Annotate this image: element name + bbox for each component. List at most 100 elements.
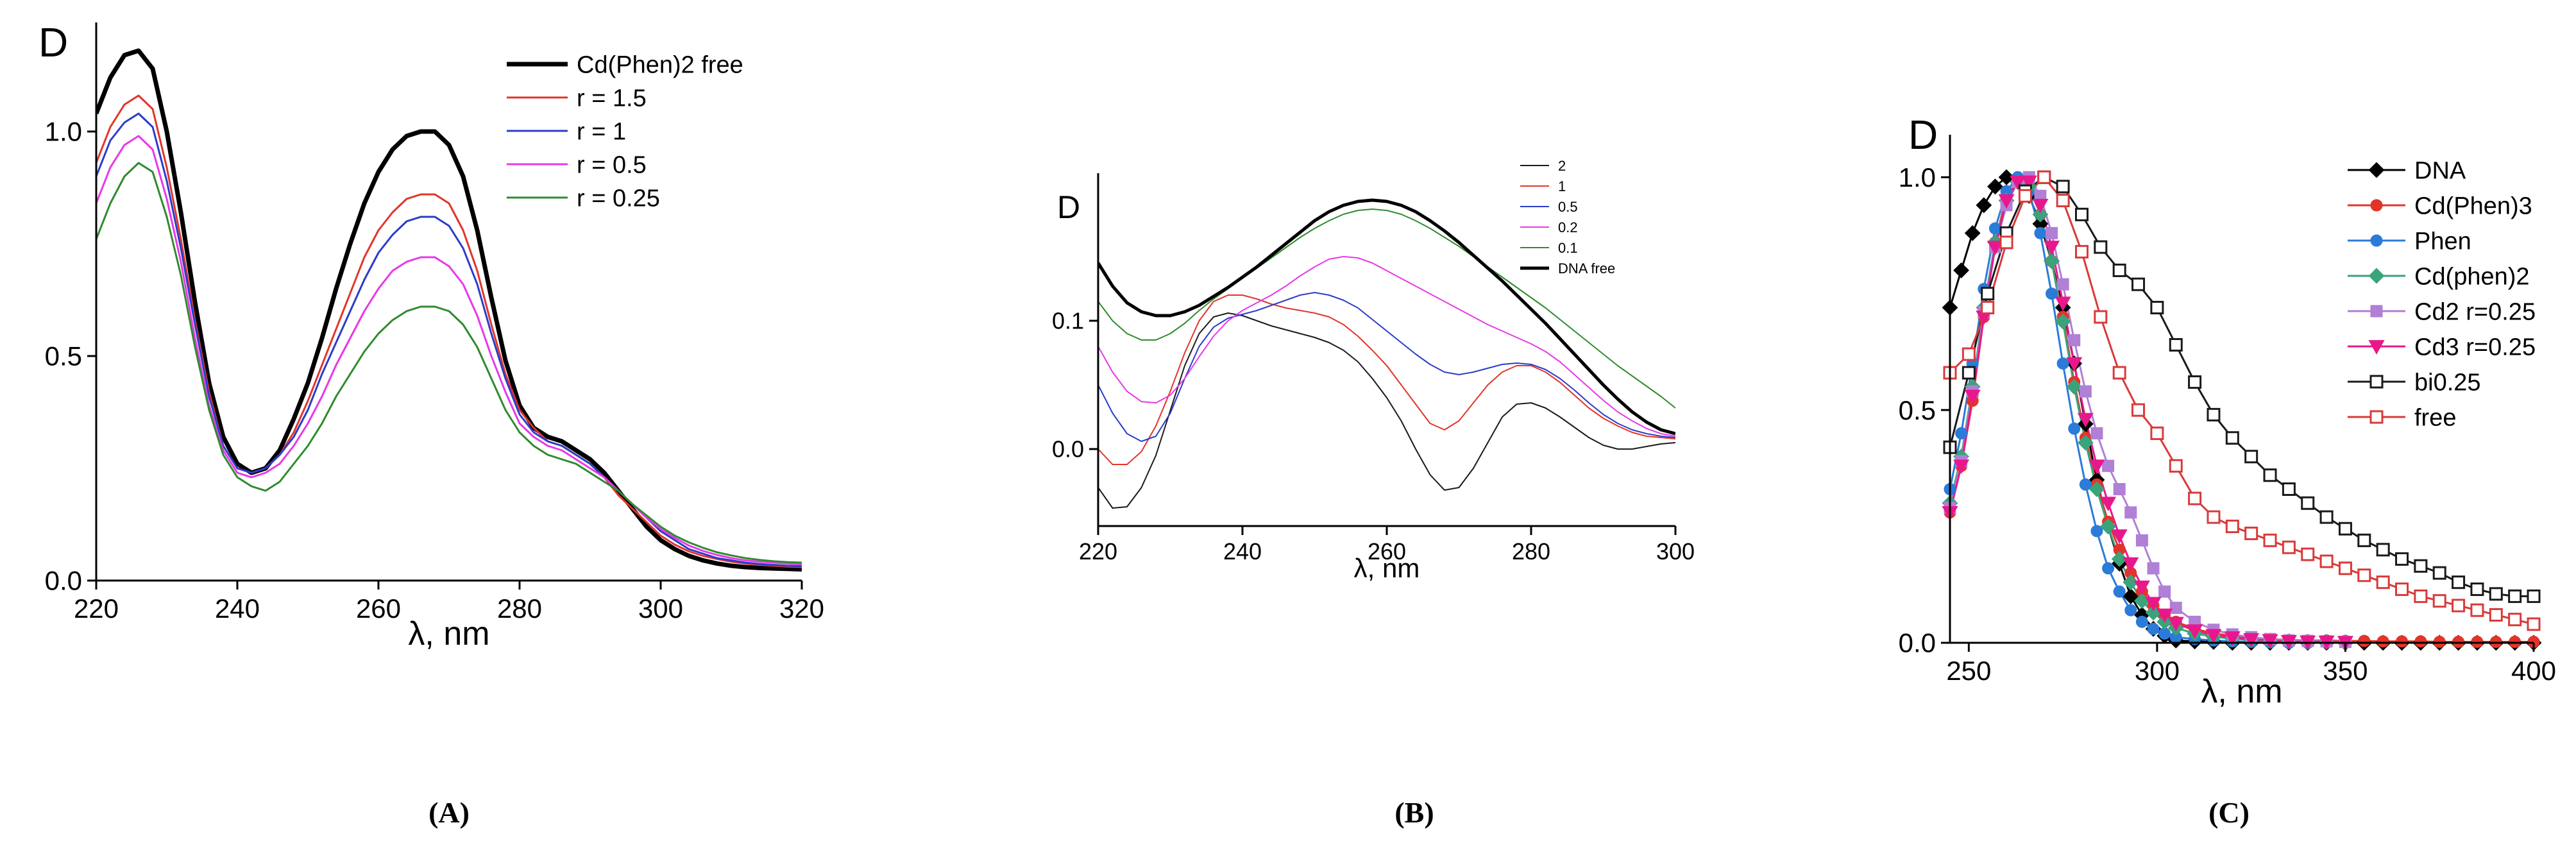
- x-tick-label-c: 300: [2135, 656, 2180, 686]
- caption-b: (B): [1394, 796, 1434, 829]
- series-c-6-point: [2470, 582, 2484, 597]
- x-axis-label-c: λ, nm: [2201, 673, 2282, 710]
- series-c-6-point: [2131, 277, 2146, 291]
- x-tick-label-a: 240: [215, 593, 260, 624]
- series-b-1-line: [1098, 294, 1675, 465]
- series-c-2-point: [2046, 287, 2058, 300]
- series-c-3-point: [2077, 434, 2094, 451]
- series-c-7-point: [2432, 594, 2446, 608]
- series-a-4-line: [96, 162, 802, 564]
- series-c-2-point: [2034, 226, 2047, 239]
- series-c-7-point: [2376, 575, 2390, 590]
- series-c-6-point: [2395, 552, 2409, 566]
- series-c-7-point: [2112, 366, 2126, 380]
- series-c-7-point: [2037, 170, 2051, 184]
- series-c-2-point: [2124, 604, 2137, 616]
- series-c-5-point: [1964, 389, 1981, 405]
- series-c-4-point: [2090, 427, 2103, 439]
- legend-a-1-label: r = 1.5: [577, 85, 647, 112]
- series-c-5-point: [2066, 357, 2083, 372]
- series-c-1-point: [2358, 634, 2371, 647]
- series-c-4-point: [2158, 585, 2171, 598]
- series-c-4-point: [2124, 506, 2137, 519]
- x-tick-label-c: 250: [1946, 656, 1991, 686]
- series-c-5-point: [2123, 557, 2139, 572]
- series-c-7-point: [2301, 547, 2315, 561]
- series-c-7-point: [2244, 526, 2258, 540]
- x-tick-label-a: 320: [779, 593, 824, 624]
- series-c-2-point: [2113, 585, 2126, 598]
- series-c-1-point: [2414, 635, 2427, 648]
- series-c-5-point: [2010, 175, 2026, 191]
- y-axis-label-b: D: [1057, 189, 1080, 225]
- series-c-3-point: [2044, 253, 2060, 269]
- legend-c-1-marker: [2370, 199, 2383, 212]
- series-c-5-point: [2243, 633, 2260, 648]
- y-tick-label-a: 1.0: [45, 117, 82, 147]
- series-c-6-point: [2150, 300, 2164, 314]
- series-c-7-point: [1999, 235, 2013, 250]
- series-c-7-point: [2357, 568, 2371, 582]
- series-c-5-point: [2100, 497, 2117, 512]
- series-c-7-point: [2489, 608, 2503, 622]
- series-c-6-point: [2188, 375, 2202, 389]
- x-tick-label-b: 240: [1223, 538, 1262, 565]
- legend-b-1-label: 1: [1558, 178, 1566, 194]
- series-c-7-point: [2452, 599, 2466, 613]
- y-tick-label-b: 0.1: [1052, 308, 1084, 334]
- series-c-6-point: [1981, 287, 1995, 301]
- series-c-5-point: [2205, 629, 2222, 644]
- series-c-2-point: [2068, 422, 2081, 435]
- caption-a: (A): [428, 796, 470, 829]
- series-c-5-point: [2187, 624, 2203, 639]
- legend-a-2-label: r = 1: [577, 119, 626, 146]
- series-c-2-point: [2079, 478, 2092, 491]
- series-b-3-line: [1098, 256, 1675, 437]
- series-c-5-point: [1998, 194, 2015, 209]
- series-c-3-point: [2032, 206, 2049, 223]
- series-c-4-point: [2068, 334, 2081, 346]
- legend-c-6-label: bi0.25: [2414, 370, 2481, 396]
- legend-c-2-marker: [2370, 234, 2383, 247]
- series-c-7-point: [2094, 310, 2108, 324]
- legend-c-0-marker: [2368, 162, 2385, 178]
- x-tick-label-b: 280: [1512, 538, 1550, 565]
- y-tick-label-b: 0.0: [1052, 436, 1084, 463]
- series-c-0-point: [1976, 197, 1992, 214]
- series-c-5-point: [2111, 529, 2128, 544]
- series-a-0-line: [96, 48, 802, 572]
- series-c-4-point: [2169, 602, 2182, 615]
- series-a-2-line: [96, 112, 802, 568]
- x-tick-label-a: 260: [356, 593, 401, 624]
- series-c-4-point: [2102, 459, 2115, 472]
- y-tick-label-c: 1.0: [1899, 162, 1936, 192]
- legend-c-3-marker: [2368, 268, 2385, 284]
- series-c-5-point: [2055, 296, 2071, 311]
- series-c-6-point: [2319, 510, 2334, 524]
- series-c-6-point: [2169, 338, 2183, 352]
- legend-b-5-label: DNA free: [1558, 260, 1615, 276]
- series-c-3-point: [2066, 378, 2083, 395]
- series-c-7-point: [2282, 540, 2296, 554]
- series-c-2-point: [1955, 427, 1968, 439]
- series-c-6-point: [2225, 431, 2239, 445]
- series-c-7-point: [2470, 603, 2484, 617]
- series-c-5-point: [2157, 608, 2173, 624]
- series-c-2-point: [2056, 357, 2069, 370]
- series-c-7-point: [2527, 617, 2541, 631]
- series-c-7-point: [2319, 554, 2334, 568]
- series-c-2-point: [2135, 615, 2148, 628]
- series-c-5-point: [2224, 631, 2241, 646]
- x-tick-label-a: 300: [638, 593, 683, 624]
- series-b-5-line: [1098, 198, 1675, 436]
- series-c-5-point: [1987, 241, 2004, 255]
- series-c-0-point: [1987, 178, 2003, 195]
- series-c-6-point: [2508, 589, 2522, 603]
- y-axis-label-c: D: [1908, 112, 1938, 158]
- series-c-4-point: [2135, 534, 2148, 547]
- series-c-7-point: [2018, 189, 2032, 203]
- series-c-1-point: [2377, 635, 2389, 648]
- series-c-7-point: [2414, 589, 2428, 603]
- series-c-3-point: [2055, 313, 2071, 330]
- series-c-6-point: [2244, 450, 2258, 464]
